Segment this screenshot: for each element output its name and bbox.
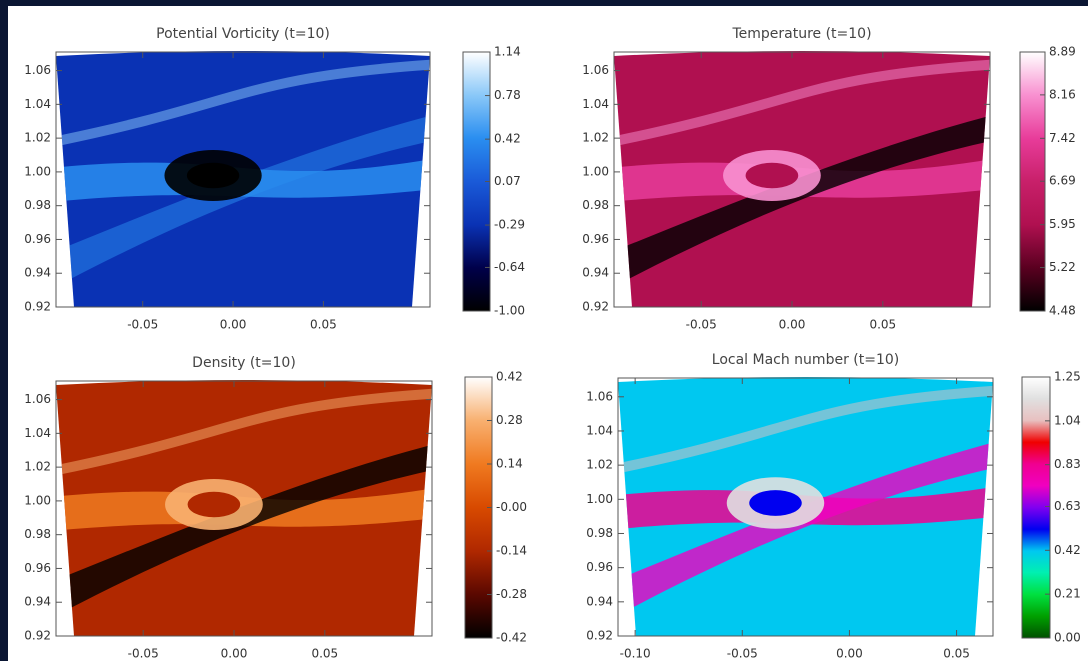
- field-vortex-core: [188, 492, 241, 518]
- colorbar-tick-label: 5.95: [1049, 217, 1076, 231]
- x-tick-label: -0.05: [128, 647, 159, 661]
- field: [56, 42, 430, 307]
- field: [56, 371, 432, 636]
- colorbar-tick-label: 8.16: [1049, 87, 1076, 101]
- y-tick-label: 1.04: [582, 97, 609, 111]
- y-tick-label: 1.02: [24, 460, 51, 474]
- x-tick-label: 0.00: [836, 647, 863, 661]
- y-tick-label: 0.92: [24, 300, 51, 314]
- y-tick-label: 0.92: [24, 629, 51, 643]
- y-tick-label: 0.94: [24, 266, 51, 280]
- x-tick-label: 0.05: [310, 318, 337, 332]
- y-tick-label: 0.92: [582, 300, 609, 314]
- colorbar-tick-label: 4.48: [1049, 304, 1076, 318]
- x-tick-label: 0.05: [943, 647, 970, 661]
- x-tick-label: -0.05: [127, 318, 158, 332]
- y-tick-label: 0.98: [24, 198, 51, 212]
- colorbar-tick-label: -0.29: [494, 218, 525, 232]
- colorbar-tick-label: 0.28: [496, 413, 523, 427]
- x-tick-label: 0.00: [779, 318, 806, 332]
- y-tick-label: 0.92: [586, 629, 613, 643]
- y-tick-label: 1.02: [586, 458, 613, 472]
- y-tick-label: 1.06: [24, 63, 51, 77]
- y-tick-label: 1.04: [24, 97, 51, 111]
- colorbar-tick-label: 1.04: [1054, 413, 1081, 427]
- colorbar-tick-label: -0.14: [496, 544, 527, 558]
- y-tick-label: 1.06: [586, 389, 613, 403]
- y-tick-label: 0.96: [586, 560, 613, 574]
- field-vortex-core: [746, 163, 799, 189]
- y-tick-label: 1.04: [586, 423, 613, 437]
- colorbar-tick-label: 0.63: [1054, 499, 1081, 513]
- y-tick-label: 1.00: [24, 493, 51, 507]
- y-tick-label: 0.94: [582, 266, 609, 280]
- x-tick-label: -0.10: [620, 647, 651, 661]
- colorbar-tick-label: 1.25: [1054, 370, 1081, 384]
- colorbar: [1022, 377, 1050, 638]
- colorbar-tick-label: 1.14: [494, 45, 521, 59]
- x-tick-label: -0.05: [686, 318, 717, 332]
- y-tick-label: 1.00: [582, 164, 609, 178]
- panel-title: Density (t=10): [192, 355, 296, 371]
- x-tick-label: 0.00: [220, 318, 247, 332]
- y-tick-label: 0.96: [24, 561, 51, 575]
- colorbar-tick-label: 6.69: [1049, 174, 1076, 188]
- field: [618, 368, 993, 636]
- colorbar-tick-label: -0.42: [496, 631, 527, 645]
- y-tick-label: 0.98: [24, 527, 51, 541]
- x-tick-label: 0.00: [221, 647, 248, 661]
- colorbar-tick-label: 0.83: [1054, 457, 1081, 471]
- colorbar-tick-label: 0.00: [1054, 631, 1081, 645]
- panel-title: Potential Vorticity (t=10): [156, 26, 330, 42]
- colorbar-tick-label: 0.42: [1054, 543, 1081, 557]
- y-tick-label: 1.06: [24, 392, 51, 406]
- figure: Potential Vorticity (t=10) -0.05 0.00 0.05 1…: [0, 0, 1088, 661]
- y-tick-label: 0.98: [586, 526, 613, 540]
- colorbar-tick-label: -0.00: [496, 500, 527, 514]
- colorbar-tick-label: 0.42: [496, 370, 523, 384]
- y-tick-label: 1.04: [24, 426, 51, 440]
- field-vortex-core: [187, 163, 239, 189]
- colorbar-tick-label: 0.21: [1054, 587, 1081, 601]
- y-tick-label: 1.02: [582, 131, 609, 145]
- page: {"chart_data": [ {"type": "heatmap", "ti…: [0, 0, 1088, 661]
- y-tick-label: 1.02: [24, 131, 51, 145]
- colorbar-tick-label: 8.89: [1049, 45, 1076, 59]
- panel-title: Temperature (t=10): [731, 26, 871, 42]
- frame-corner: [800, 0, 1088, 6]
- colorbar-tick-label: -1.00: [494, 304, 525, 318]
- y-tick-label: 0.96: [24, 232, 51, 246]
- y-tick-label: 1.00: [24, 164, 51, 178]
- colorbar-tick-label: 0.07: [494, 174, 521, 188]
- colorbar-tick-label: 7.42: [1049, 131, 1076, 145]
- x-tick-label: -0.05: [727, 647, 758, 661]
- y-tick-label: 1.00: [586, 492, 613, 506]
- x-tick-label: 0.05: [869, 318, 896, 332]
- x-tick-label: 0.05: [311, 647, 338, 661]
- y-tick-label: 0.96: [582, 232, 609, 246]
- colorbar-tick-label: -0.28: [496, 587, 527, 601]
- colorbar-tick-label: 5.22: [1049, 260, 1076, 274]
- field-vortex-core: [749, 490, 802, 516]
- colorbar-tick-label: 0.78: [494, 88, 521, 102]
- field: [614, 42, 990, 307]
- y-tick-label: 0.94: [586, 594, 613, 608]
- y-tick-label: 0.98: [582, 198, 609, 212]
- colorbar-tick-label: 0.14: [496, 457, 523, 471]
- y-tick-label: 0.94: [24, 595, 51, 609]
- y-tick-label: 1.06: [582, 63, 609, 77]
- panel-title: Local Mach number (t=10): [712, 352, 899, 368]
- colorbar-tick-label: 0.42: [494, 132, 521, 146]
- colorbar-tick-label: -0.64: [494, 260, 525, 274]
